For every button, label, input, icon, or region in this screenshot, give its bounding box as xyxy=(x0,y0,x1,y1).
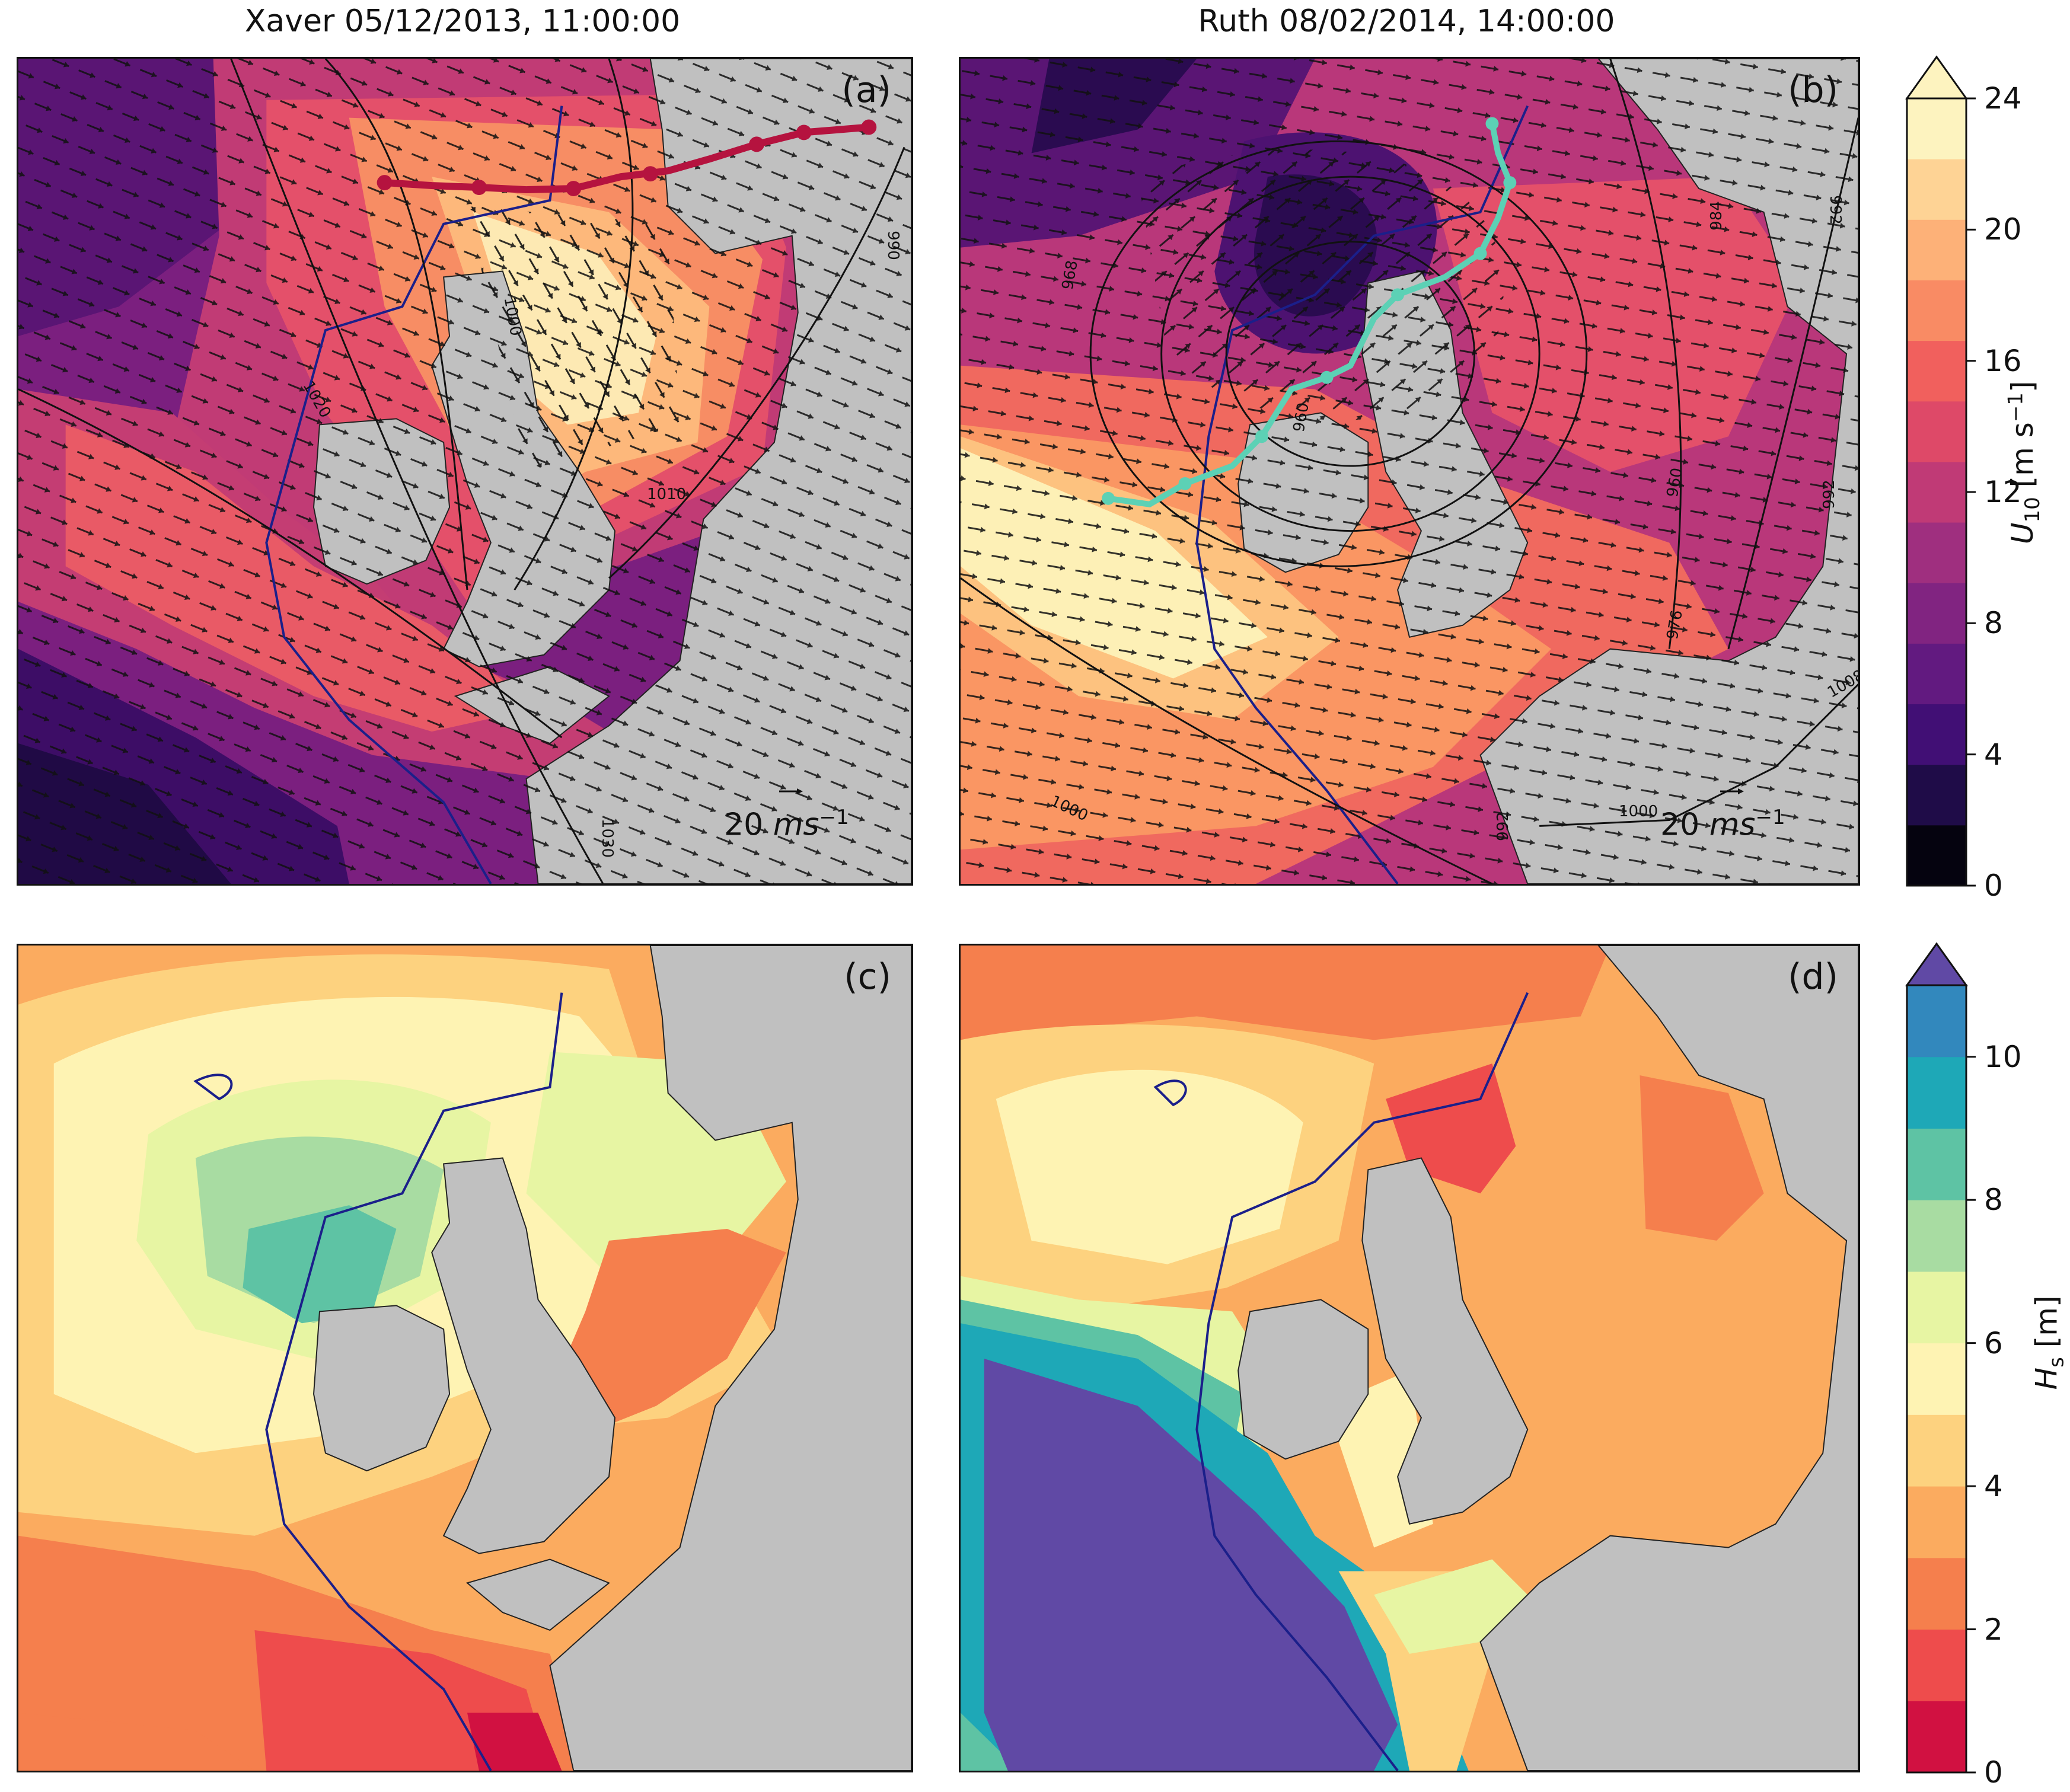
colorbar-wind: 0 4 8 12 16 20 24 U10 [m s−1] xyxy=(1905,55,2045,900)
colorbar-swatch xyxy=(1907,1414,1966,1487)
scale-arrow-a xyxy=(779,788,803,794)
isobar-label-990: 990 xyxy=(884,231,902,260)
colorbar-swatch xyxy=(1907,340,1966,402)
colorbar-swatch xyxy=(1907,461,1966,523)
colorbar-swatch xyxy=(1907,1200,1966,1272)
panel-b-label: (b) xyxy=(1788,69,1838,111)
panel-a-wind-xaver: (a) 1020 1000 990 1010 1030 20 ms−1 xyxy=(17,57,913,886)
isobar-label-992-b: 992 xyxy=(1820,480,1838,509)
colorbar-tick-label: 0 xyxy=(1984,1755,2003,1790)
colorbar-swatch xyxy=(1907,401,1966,462)
isobar-label-1010: 1010 xyxy=(647,485,687,503)
isobar-label-984: 984 xyxy=(1707,201,1725,231)
colorbar-swatch xyxy=(1907,643,1966,705)
panel-a-label: (a) xyxy=(841,69,891,111)
panel-a-map xyxy=(18,59,911,884)
colorbar-tick-label: 12 xyxy=(1984,475,2022,509)
colorbar-tick-label: 4 xyxy=(1984,1469,2003,1504)
panel-c-waves-xaver: (c) xyxy=(17,944,913,1772)
panel-c-label: (c) xyxy=(844,956,891,998)
colorbar-tick-label: 20 xyxy=(1984,212,2022,247)
colorbar-swatch xyxy=(1907,1056,1966,1129)
isobar-label-992-c: 992 xyxy=(1494,812,1512,841)
colorbar-wave-scale xyxy=(1905,942,1976,1774)
colorbar-tick-label: 10 xyxy=(1984,1039,2022,1074)
panel-d-waves-ruth: (d) xyxy=(959,944,1860,1772)
isobar-label-1000-b: 1000 xyxy=(1619,803,1658,820)
scale-label-a: 20 ms−1 xyxy=(724,806,849,843)
colorbar-swatch xyxy=(1907,764,1966,826)
colorbar-wind-scale xyxy=(1905,55,1976,887)
title-ruth: Ruth 08/02/2014, 14:00:00 xyxy=(1198,4,1615,39)
colorbar-tick-label: 8 xyxy=(1984,1183,2003,1218)
colorbar-tick-label: 0 xyxy=(1984,868,2003,903)
colorbar-swatch xyxy=(1907,98,1966,159)
colorbar-wave-title: Hs [m] xyxy=(2029,1295,2069,1390)
colorbar-swatch xyxy=(1907,1486,1966,1558)
colorbar-swatch xyxy=(1907,985,1966,1058)
colorbar-swatch xyxy=(1907,522,1966,583)
scale-label-b: 20 ms−1 xyxy=(1660,806,1785,843)
colorbar-swatch xyxy=(1907,1701,1966,1773)
colorbar-swatch xyxy=(1907,1128,1966,1200)
colorbar-swatch xyxy=(1907,159,1966,220)
colorbar-swatch xyxy=(1907,1629,1966,1701)
panel-d-label: (d) xyxy=(1788,956,1838,998)
colorbar-tick-label: 24 xyxy=(1984,81,2022,116)
colorbar-extend-triangle xyxy=(1905,55,1968,100)
colorbar-swatch xyxy=(1907,1557,1966,1630)
colorbar-swatch xyxy=(1907,219,1966,280)
colorbar-extend-triangle xyxy=(1905,942,1968,986)
isobar-label-1030: 1030 xyxy=(598,818,617,858)
scale-arrow-b xyxy=(1720,788,1744,794)
panel-b-map xyxy=(961,59,1858,884)
colorbar-swatch xyxy=(1907,280,1966,341)
colorbar-frame xyxy=(1906,984,1967,1774)
panel-b-wind-ruth: (b) 968 984 992 992 960 976 1008 1000 99… xyxy=(959,57,1860,886)
colorbar-swatch xyxy=(1907,583,1966,644)
panel-c-map xyxy=(18,945,911,1771)
isobar-label-992-a: 992 xyxy=(1826,195,1844,225)
colorbar-wave: 0 2 4 6 8 10 Hs [m] xyxy=(1905,942,2068,1787)
panel-d-map xyxy=(961,945,1858,1771)
colorbar-swatch xyxy=(1907,1343,1966,1415)
colorbar-wind-title: U10 [m s−1] xyxy=(2004,381,2045,545)
colorbar-tick-label: 2 xyxy=(1984,1612,2003,1647)
colorbar-tick-label: 6 xyxy=(1984,1325,2003,1360)
colorbar-swatch xyxy=(1907,704,1966,765)
colorbar-swatch xyxy=(1907,1271,1966,1344)
title-xaver: Xaver 05/12/2013, 11:00:00 xyxy=(244,4,681,39)
colorbar-tick-label: 8 xyxy=(1984,606,2003,641)
colorbar-tick-label: 16 xyxy=(1984,343,2022,378)
colorbar-tick-label: 4 xyxy=(1984,737,2003,772)
colorbar-swatch xyxy=(1907,825,1966,886)
